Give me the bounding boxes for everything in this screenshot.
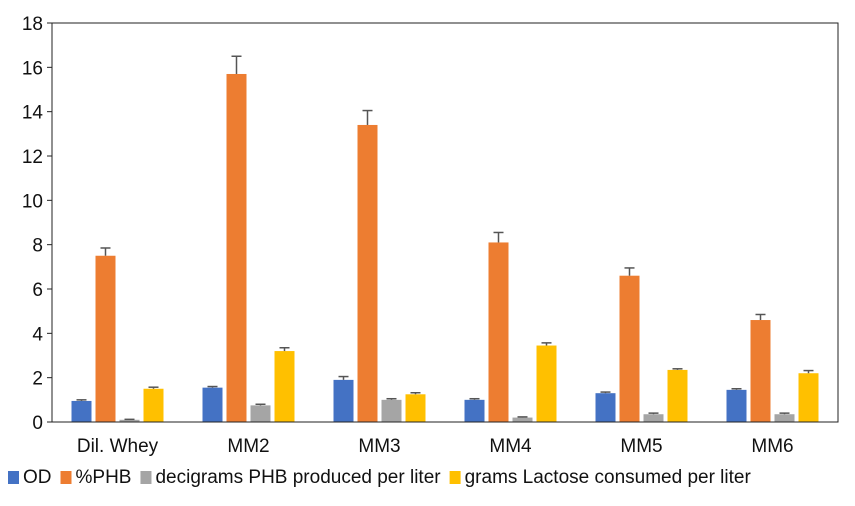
y-tick-label: 16 <box>22 58 43 79</box>
bar-phb-mm3 <box>357 124 378 422</box>
bar-grams-lactose-consumed-per-liter-dil-whey <box>143 388 164 422</box>
bar-decigrams-phb-produced-per-liter-mm3 <box>381 399 402 422</box>
y-tick-label: 14 <box>22 103 44 124</box>
bars <box>71 55 819 422</box>
legend-swatch-decigrams-phb-produced-per-liter <box>140 471 152 484</box>
plot-area-border <box>51 22 839 423</box>
bar-decigrams-phb-produced-per-liter-dil-whey <box>119 419 140 422</box>
legend-swatch-phb <box>60 471 72 484</box>
bar-phb-mm6 <box>750 320 771 422</box>
x-tick-label: MM2 <box>227 436 269 457</box>
x-tick-label: MM4 <box>489 436 532 457</box>
y-tick-label: 0 <box>32 413 43 434</box>
legend-label-od: OD <box>23 467 52 488</box>
x-tick-label: MM3 <box>358 436 400 457</box>
bar-od-mm5 <box>595 393 616 422</box>
bar-phb-mm5 <box>619 275 640 422</box>
x-tick-label: MM6 <box>751 436 793 457</box>
y-tick-label: 6 <box>32 280 43 301</box>
x-axis-ticks: Dil. Whey MM2 MM3 MM4 MM5 MM6 <box>77 436 794 457</box>
bar-od-mm2 <box>202 387 223 422</box>
legend-swatch-grams-lactose-consumed-per-liter <box>449 471 461 484</box>
bar-phb-mm2 <box>226 73 247 422</box>
y-tick-label: 12 <box>22 147 43 168</box>
bar-od-mm4 <box>464 399 485 422</box>
legend-label-grams-lactose-consumed-per-liter: grams Lactose consumed per liter <box>465 467 752 488</box>
legend: OD %PHB decigrams PHB produced per liter gr… <box>8 467 751 488</box>
x-tick-label: MM5 <box>620 436 662 457</box>
bar-phb-dil-whey <box>95 255 116 422</box>
bar-od-dil-whey <box>71 400 92 422</box>
legend-label-decigrams-phb-produced-per-liter: decigrams PHB produced per liter <box>155 467 441 488</box>
bar-grams-lactose-consumed-per-liter-mm2 <box>274 351 295 422</box>
y-tick-label: 8 <box>32 236 43 257</box>
bar-decigrams-phb-produced-per-liter-mm5 <box>643 414 664 422</box>
bar-phb-mm4 <box>488 242 509 422</box>
bar-grams-lactose-consumed-per-liter-mm5 <box>667 369 688 422</box>
bar-od-mm6 <box>726 389 747 422</box>
bar-decigrams-phb-produced-per-liter-mm2 <box>250 405 271 422</box>
x-tick-label: Dil. Whey <box>77 436 159 457</box>
bar-grams-lactose-consumed-per-liter-mm3 <box>405 394 426 422</box>
y-tick-label: 2 <box>32 369 43 390</box>
legend-swatch-od <box>8 471 19 484</box>
bar-grams-lactose-consumed-per-liter-mm6 <box>798 373 819 422</box>
y-tick-label: 10 <box>22 191 43 212</box>
bar-grams-lactose-consumed-per-liter-mm4 <box>536 345 557 422</box>
bar-decigrams-phb-produced-per-liter-mm4 <box>512 417 533 422</box>
y-tick-label: 4 <box>32 324 43 345</box>
bar-od-mm3 <box>333 379 354 422</box>
bar-decigrams-phb-produced-per-liter-mm6 <box>774 414 795 422</box>
legend-label-phb: %PHB <box>76 467 132 488</box>
y-axis-ticks: 0 2 4 6 8 10 12 14 16 18 <box>22 14 52 434</box>
y-tick-label: 18 <box>22 14 43 35</box>
